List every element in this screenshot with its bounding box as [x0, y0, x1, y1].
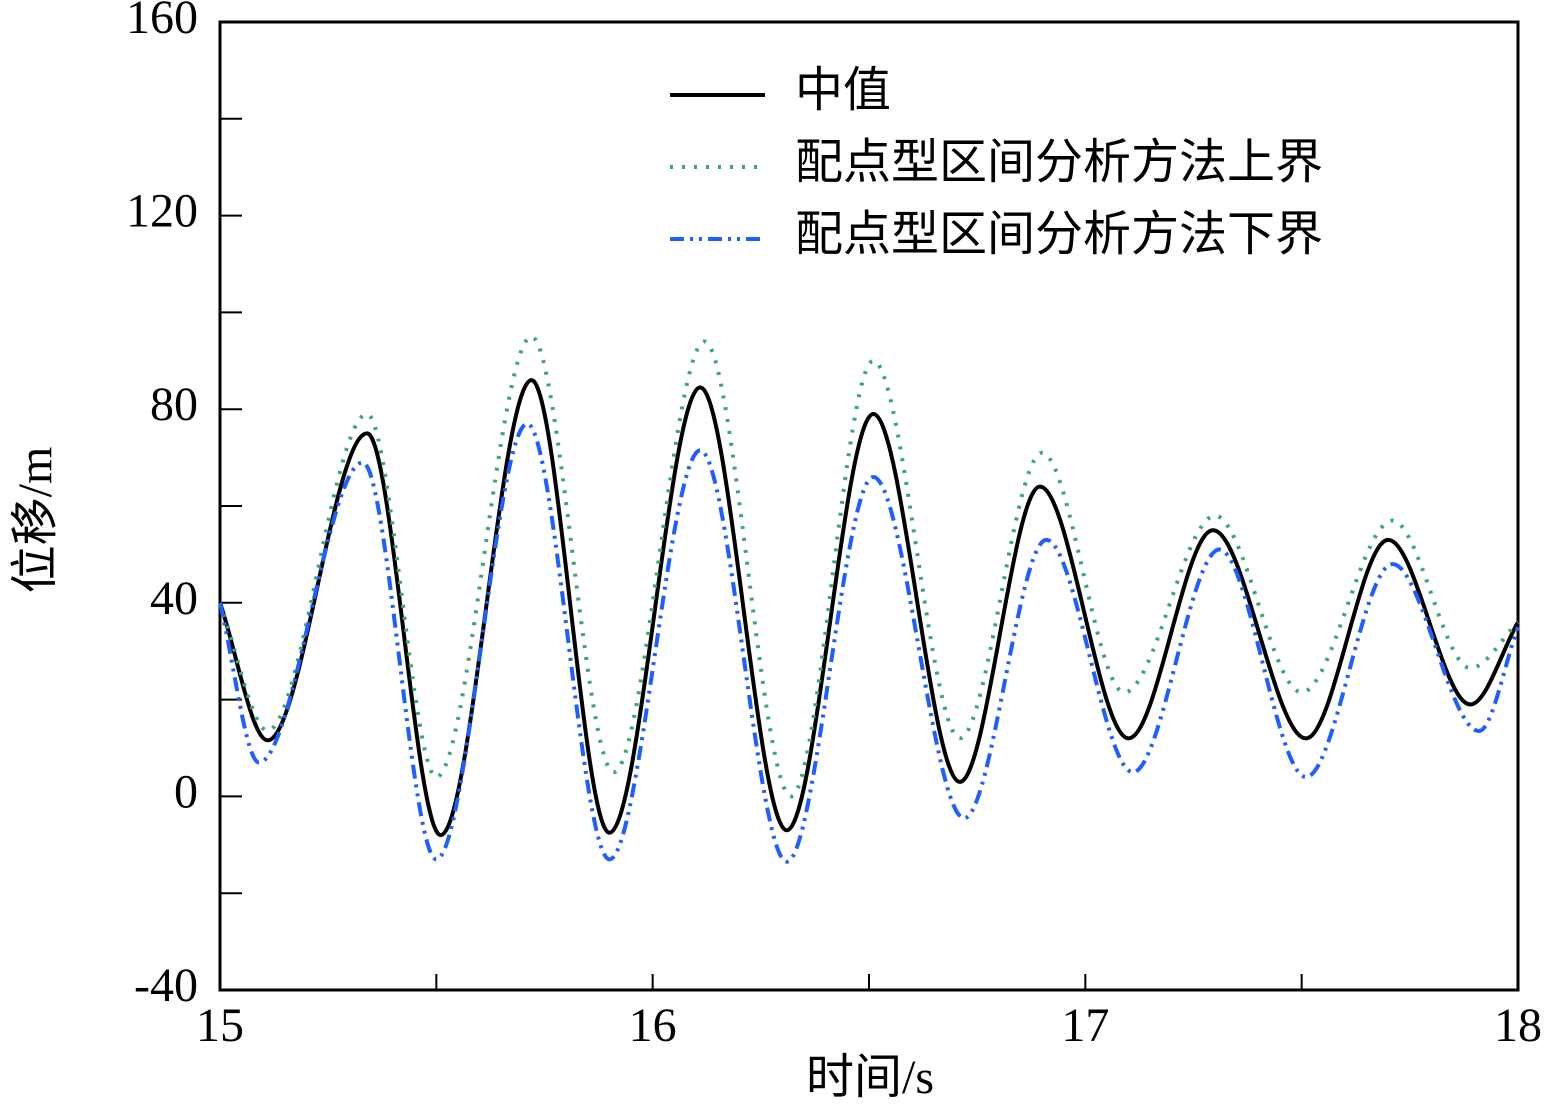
data-line: [218, 378, 1520, 838]
x-tick-label: 16: [629, 999, 677, 1052]
data-line: [218, 334, 1520, 799]
y-tick-label: -40: [134, 959, 198, 1012]
y-tick-label: 40: [150, 572, 198, 625]
data-line: [218, 421, 1520, 864]
y-tick-label: 0: [174, 765, 198, 818]
y-tick-label: 80: [150, 378, 198, 431]
legend-label: 中值: [795, 64, 891, 117]
y-axis-label: 位移/m: [9, 447, 62, 594]
x-tick-label: 15: [196, 999, 244, 1052]
y-tick-label: 160: [126, 0, 198, 44]
y-tick-label: 120: [126, 185, 198, 238]
x-tick-label: 17: [1061, 999, 1109, 1052]
x-tick-label: 18: [1494, 999, 1542, 1052]
legend-label: 配点型区间分析方法下界: [795, 208, 1323, 261]
x-axis-label: 时间/s: [806, 1051, 934, 1104]
legend-label: 配点型区间分析方法上界: [795, 136, 1323, 189]
